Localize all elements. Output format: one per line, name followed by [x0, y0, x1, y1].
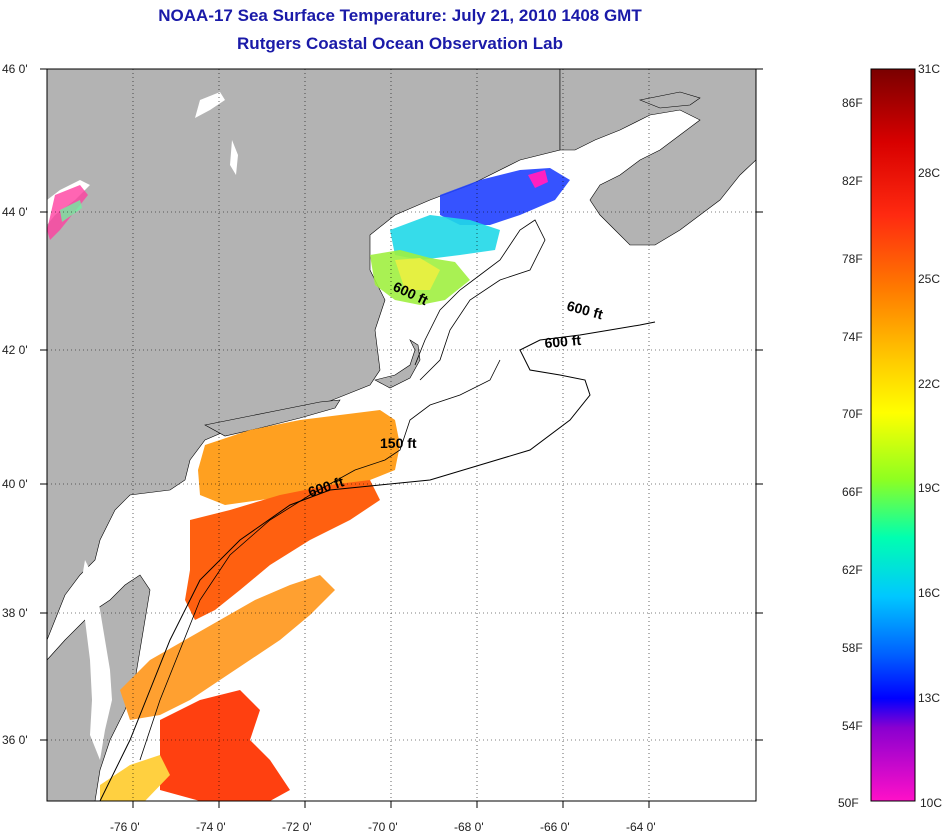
- map-subtitle: Rutgers Coastal Ocean Observation Lab: [237, 34, 563, 53]
- lon-label: -76 0': [110, 820, 140, 834]
- colorbar-c-label: 13C: [918, 691, 941, 705]
- contour-label-600-gb: 600 ft: [544, 332, 582, 351]
- colorbar-f-label: 70F: [842, 407, 863, 421]
- sst-lake-stripes-green: [60, 200, 82, 222]
- lon-label: -70 0': [368, 820, 398, 834]
- sst-shelf-redorange: [185, 480, 380, 620]
- colorbar-c-label: 19C: [918, 481, 941, 495]
- colorbar-f-label: 54F: [842, 719, 863, 733]
- lat-label: 40 0': [2, 477, 28, 491]
- colorbar-f-label: 62F: [842, 563, 863, 577]
- contour-150ft: [139, 359, 501, 761]
- colorbar-f-label: 50F: [838, 796, 859, 810]
- land-cape-cod: [374, 339, 421, 389]
- sst-south-orange: [120, 575, 335, 720]
- colorbar-f-label: 82F: [842, 174, 863, 188]
- colorbar-f-label: 86F: [842, 96, 863, 110]
- colorbar-f-label: 66F: [842, 485, 863, 499]
- lake-small-2: [230, 140, 238, 175]
- delaware-bay: [120, 540, 138, 580]
- lake-small-1: [195, 92, 225, 118]
- colorbar-c-label: 22C: [918, 377, 941, 391]
- colorbar-c-label: 28C: [918, 166, 941, 180]
- colorbar-c-label: 10C: [920, 796, 943, 810]
- lat-label: 38 0': [2, 606, 28, 620]
- ticks: [40, 68, 763, 808]
- sst-shelf-orange: [198, 410, 400, 505]
- sst-gulf-of-maine-cyan: [390, 215, 500, 260]
- chesapeake-bay: [80, 560, 112, 760]
- colorbar-c-label: 16C: [918, 586, 941, 600]
- land-pei: [638, 91, 701, 109]
- lat-label: 46 0': [2, 62, 28, 76]
- lon-label: -68 0': [454, 820, 484, 834]
- lat-label: 42 0': [2, 343, 28, 357]
- land-long-island: [204, 399, 341, 437]
- map-content: [47, 69, 756, 801]
- contour-label-150: 150 ft: [380, 435, 417, 451]
- lat-label: 36 0': [2, 733, 28, 747]
- map-title: NOAA-17 Sea Surface Temperature: July 21…: [158, 6, 642, 25]
- colorbar: [870, 68, 916, 802]
- colorbar-c-label: 31C: [918, 62, 941, 76]
- contour-600ft-shelf: [99, 321, 656, 801]
- land-nova-scotia: [559, 69, 756, 246]
- lon-label: -72 0': [282, 820, 312, 834]
- colorbar-f-label: 78F: [842, 252, 863, 266]
- sst-south-yellow: [100, 755, 170, 801]
- lon-label: -66 0': [540, 820, 570, 834]
- sst-magenta-spot: [528, 170, 548, 188]
- lat-label: 44 0': [2, 205, 28, 219]
- lon-label: -64 0': [626, 820, 656, 834]
- colorbar-f-label: 58F: [842, 641, 863, 655]
- map-frame: [46, 68, 757, 802]
- colorbar-f-label: 74F: [842, 330, 863, 344]
- colorbar-c-label: 25C: [918, 272, 941, 286]
- sst-gulf-of-maine-yellow: [395, 258, 440, 290]
- lon-label: -74 0': [196, 820, 226, 834]
- sst-south-red: [160, 690, 290, 801]
- contour-gulf-of-maine: [414, 219, 546, 381]
